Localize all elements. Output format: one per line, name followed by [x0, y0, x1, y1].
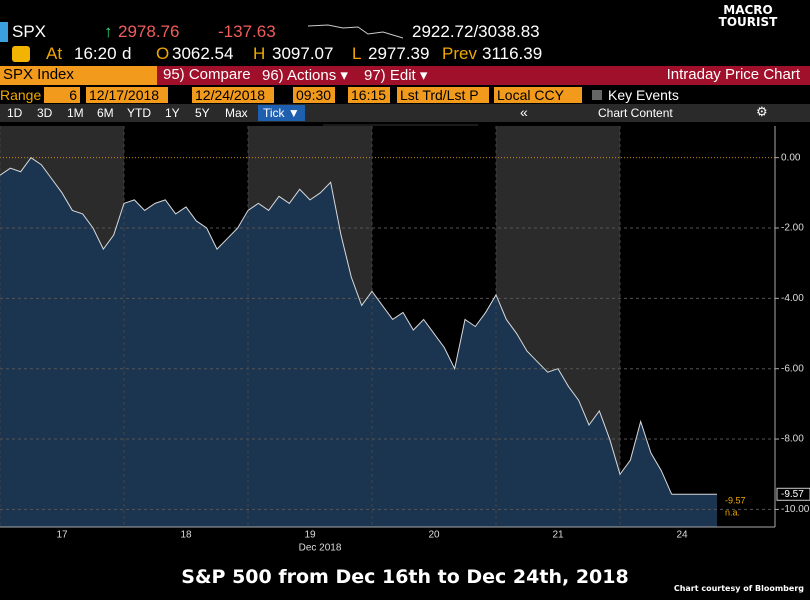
last-axis-label: -9.57 — [781, 489, 804, 500]
chart: TrackAnnotateNewsZoom0.00-2.00-4.00-6.00… — [0, 124, 810, 554]
day-range: 2922.72/3038.83 — [412, 22, 540, 41]
high: 3097.07 — [272, 44, 334, 63]
ticker: SPX — [12, 22, 47, 41]
events: Key Events — [608, 87, 679, 103]
tab[interactable]: 3D — [37, 106, 53, 120]
caption: S&P 500 from Dec 16th to Dec 24th, 2018 — [181, 566, 629, 588]
y-tick-label: -4.00 — [781, 293, 804, 304]
x-tick-label: 19 — [304, 530, 316, 541]
tab[interactable]: 1D — [7, 106, 23, 120]
x-tick-label: 18 — [180, 530, 192, 541]
settings[interactable]: ⚙ — [756, 104, 768, 119]
menu-title: Intraday Price Chart — [666, 66, 800, 83]
y-tick-label: -10.00 — [781, 504, 810, 515]
x-tick-label: 20 — [428, 530, 440, 541]
prev-label: Prev — [442, 44, 477, 63]
x-tick-label: 17 — [56, 530, 68, 541]
range-num[interactable]: 6 — [44, 87, 80, 103]
time-end[interactable]: 16:15 — [348, 87, 390, 103]
compare[interactable]: 95) Compare — [163, 66, 251, 83]
arrow: ↑ — [104, 22, 113, 41]
price-line — [0, 156, 673, 495]
tab[interactable]: 1Y — [165, 106, 180, 120]
tab[interactable]: 6M — [97, 106, 114, 120]
icon — [12, 46, 30, 62]
last-note: n.a. — [725, 508, 740, 518]
y-tick-label: 0.00 — [781, 152, 801, 163]
time: 16:20 — [74, 44, 117, 63]
checkbox[interactable] — [592, 90, 602, 100]
last-box — [776, 487, 810, 501]
tab[interactable]: Tick ▼ — [258, 105, 305, 121]
last-inplot: -9.57 — [725, 496, 746, 506]
y-tick-label: -8.00 — [781, 434, 804, 445]
collapse[interactable]: « — [520, 104, 528, 120]
at: At — [46, 44, 63, 63]
change: -137.63 — [218, 22, 276, 41]
marker — [0, 22, 8, 42]
actions[interactable]: 96) Actions ▾ — [262, 67, 348, 84]
chart-content[interactable]: Chart Content — [598, 106, 673, 120]
menu-bar — [0, 66, 810, 85]
tab[interactable]: Max — [225, 106, 248, 120]
last: 2978.76 — [118, 22, 180, 41]
x-axis-label: Dec 2018 — [299, 543, 342, 554]
l-label: L — [352, 44, 362, 63]
d: d — [122, 44, 132, 63]
low: 2977.39 — [368, 44, 430, 63]
y-tick-label: -6.00 — [781, 363, 804, 374]
prev: 3116.39 — [482, 44, 543, 63]
security[interactable]: SPX Index — [0, 66, 157, 85]
credit: Chart courtesy of Bloomberg — [673, 584, 804, 593]
edit[interactable]: 97) Edit ▾ — [364, 67, 428, 84]
open: 3062.54 — [172, 44, 234, 63]
start-date[interactable]: 12/17/2018 — [86, 87, 168, 103]
ccy[interactable]: Local CCY — [494, 87, 582, 103]
range-label: Range — [0, 87, 42, 103]
mode[interactable]: Lst Trd/Lst P — [397, 87, 489, 103]
time-start[interactable]: 09:30 — [293, 87, 335, 103]
tab-bar — [0, 104, 810, 122]
logo: MACRO TOURIST — [718, 3, 778, 29]
tab[interactable]: 5Y — [195, 106, 210, 120]
area — [0, 157, 717, 527]
y-tick-label: -2.00 — [781, 223, 804, 234]
end-date[interactable]: 12/24/2018 — [192, 87, 274, 103]
tab[interactable]: 1M — [67, 106, 84, 120]
h-label: H — [253, 44, 266, 63]
x-tick-label: 21 — [552, 530, 564, 541]
x-tick-label: 24 — [676, 530, 688, 541]
o-label: O — [156, 44, 170, 63]
tab[interactable]: YTD — [127, 106, 151, 120]
sparkline — [308, 24, 403, 39]
